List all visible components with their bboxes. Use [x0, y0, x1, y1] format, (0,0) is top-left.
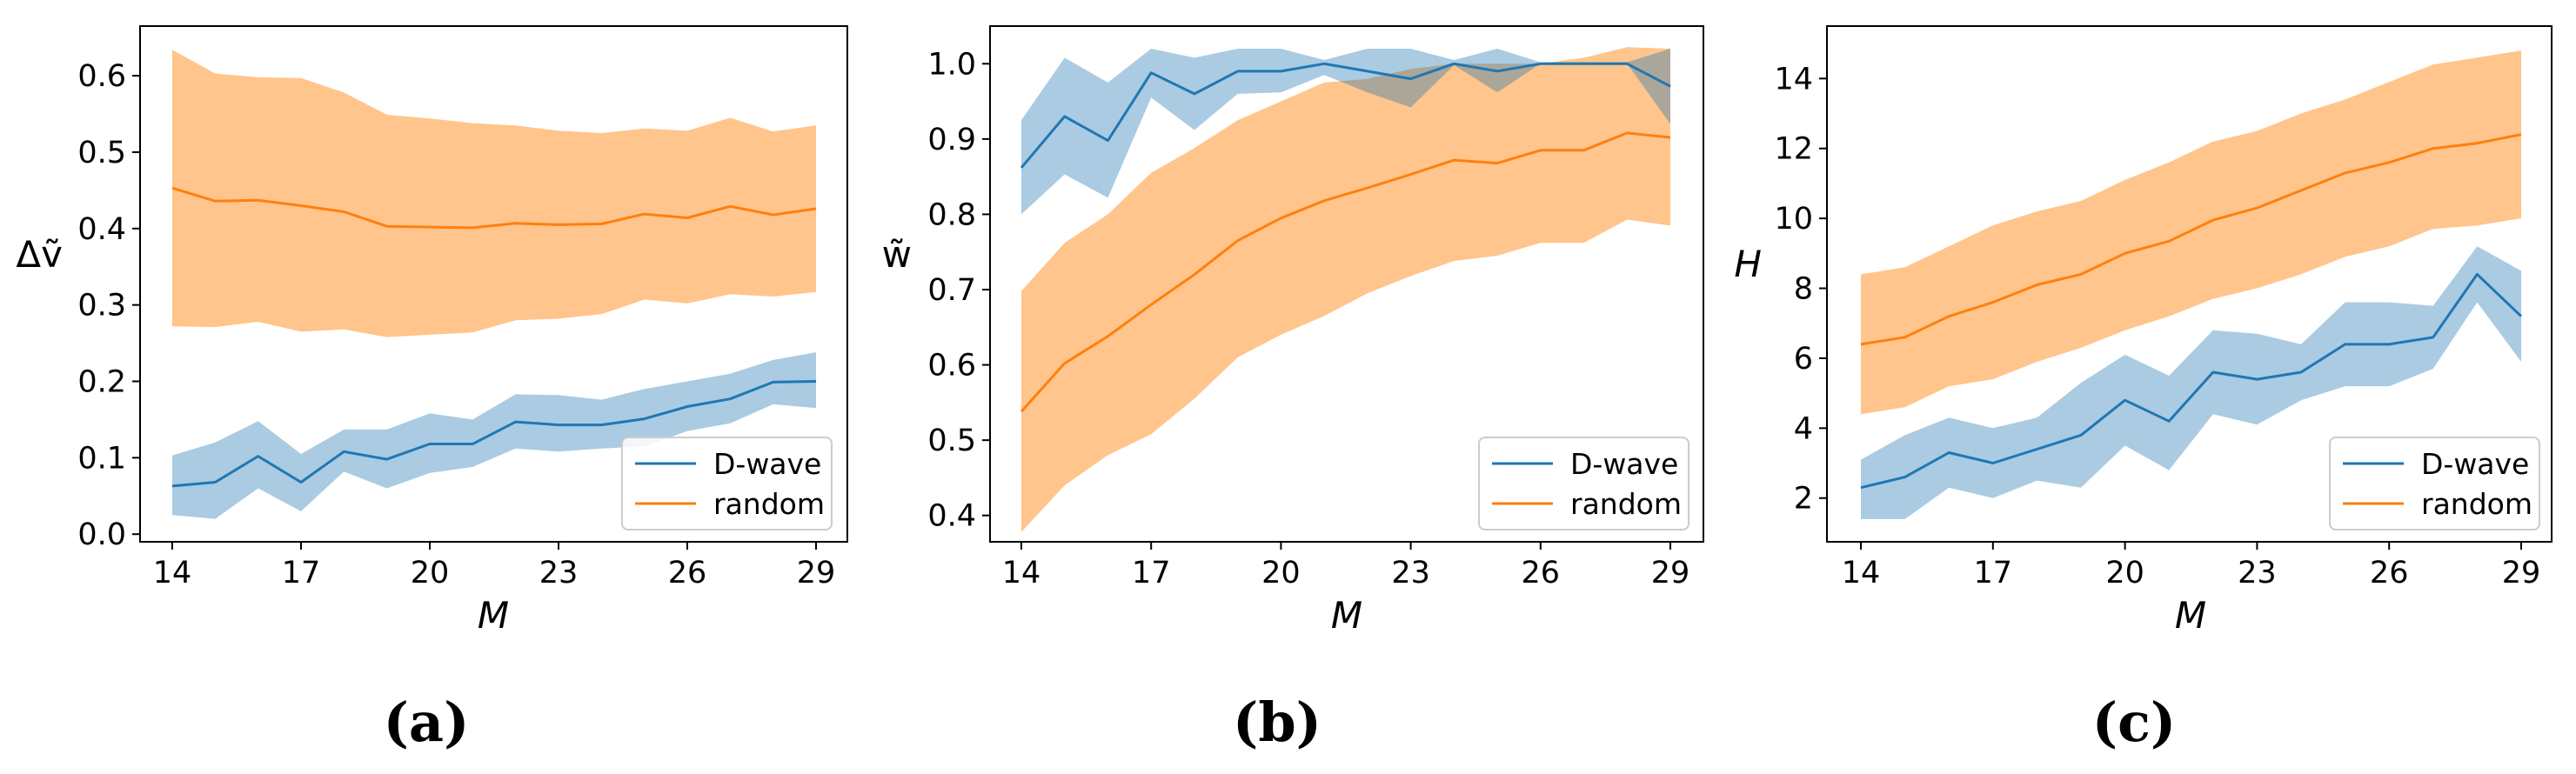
x-tick-label: 17	[1974, 556, 2013, 591]
y-tick-label: 6	[1794, 342, 1813, 377]
dwave-confidence-band	[1021, 49, 1670, 215]
random-confidence-band	[1861, 50, 2521, 415]
x-tick-label: 23	[1391, 556, 1430, 591]
legend-random-label: random	[1570, 487, 1682, 521]
random-series-line	[1860, 133, 2522, 346]
x-tick-label: 17	[1132, 556, 1171, 591]
y-tick-label: 0.6	[77, 59, 126, 94]
x-tick-label: 20	[1261, 556, 1301, 591]
y-tick-label: 0.4	[927, 499, 976, 534]
y-tick-label: 0.5	[77, 136, 126, 170]
y-tick-label: 10	[1774, 202, 1813, 237]
panel-caption: (c)	[2092, 691, 2176, 754]
panel-caption: (b)	[1233, 691, 1321, 754]
y-tick-label: 12	[1774, 132, 1813, 167]
x-tick-label: 23	[539, 556, 579, 591]
dwave-confidence-band	[1861, 246, 2521, 519]
x-tick-label: 26	[2370, 556, 2409, 591]
legend-box	[621, 437, 833, 530]
y-tick-label: 0.0	[77, 517, 126, 552]
plot-frame	[989, 25, 1704, 543]
y-tick-label: 0.8	[927, 197, 976, 232]
y-tick-label: 0.5	[927, 424, 976, 458]
y-axis-label: w̃	[882, 233, 912, 276]
dwave-confidence-band	[172, 352, 816, 519]
y-tick-label: 1.0	[927, 47, 976, 82]
plot-frame	[1826, 25, 2553, 543]
random-confidence-band	[172, 50, 816, 337]
legend-dwave-label: D-wave	[2421, 447, 2529, 481]
legend-box	[2329, 437, 2540, 530]
x-tick-label: 23	[2238, 556, 2277, 591]
dwave-series-line	[1020, 62, 1671, 169]
x-tick-label: 29	[797, 556, 836, 591]
x-tick-label: 26	[1522, 556, 1561, 591]
y-tick-label: 8	[1794, 272, 1813, 307]
legend-dwave-label: D-wave	[1570, 447, 1678, 481]
y-tick-label: 2	[1794, 482, 1813, 517]
legend-box	[1478, 437, 1689, 530]
x-tick-label: 14	[153, 556, 192, 591]
x-axis-label: M	[478, 594, 509, 637]
x-tick-label: 14	[1842, 556, 1881, 591]
panel-a: 14 17 20 23 26 29 0.00.10.20.30.40.50.6 M Δṽ …	[16, 25, 848, 754]
dwave-series-line	[171, 380, 817, 488]
y-tick-label: 4	[1794, 411, 1813, 446]
x-tick-label: 26	[668, 556, 707, 591]
legend: D-wave random	[2329, 437, 2540, 530]
y-tick-label: 0.1	[77, 441, 126, 476]
y-tick-label: 0.3	[77, 289, 126, 324]
x-axis-label: M	[1331, 594, 1362, 637]
plot-frame	[139, 25, 848, 543]
x-tick-label: 20	[411, 556, 450, 591]
legend-dwave-label: D-wave	[713, 447, 821, 481]
x-tick-label: 29	[2502, 556, 2541, 591]
y-tick-label: 0.2	[77, 365, 126, 400]
x-tick-label: 14	[1002, 556, 1041, 591]
x-tick-label: 17	[282, 556, 321, 591]
legend-random-label: random	[713, 487, 825, 521]
panel-c: 14 17 20 23 26 29 2 4 6 8 10 12 14 M H D-wave rando…	[1734, 25, 2553, 754]
legend-random-label: random	[2421, 487, 2533, 521]
random-series-line	[1020, 131, 1671, 413]
panel-b: 14 17 20 23 26 29 0.40.50.60.70.80.91.0 M w̃ …	[882, 25, 1704, 754]
y-tick-label: 0.7	[927, 273, 976, 308]
x-tick-label: 29	[1651, 556, 1690, 591]
x-axis-label: M	[2175, 594, 2206, 637]
y-tick-label: 0.4	[77, 212, 126, 247]
legend: D-wave random	[621, 437, 833, 530]
random-series-line	[171, 186, 817, 230]
random-confidence-band	[1021, 47, 1670, 532]
y-tick-label: 0.6	[927, 349, 976, 384]
panel-caption: (a)	[384, 691, 470, 754]
y-axis-label: H	[1734, 243, 1762, 285]
y-axis-label: Δṽ	[16, 233, 63, 276]
y-tick-label: 0.9	[927, 123, 976, 157]
y-tick-label: 14	[1774, 62, 1813, 97]
x-tick-label: 20	[2105, 556, 2144, 591]
legend: D-wave random	[1478, 437, 1689, 530]
dwave-series-line	[1860, 272, 2523, 490]
